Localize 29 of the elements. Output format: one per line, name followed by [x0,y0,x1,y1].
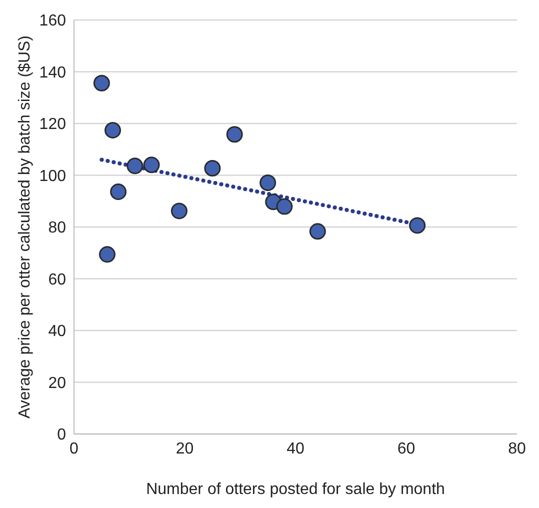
point [98,246,116,263]
point [170,202,188,220]
y-tick-label: 80 [48,220,66,237]
x-tick-label: 0 [70,440,79,458]
x-axis-title: Number of otters posted for sale by month [146,481,445,498]
x-tick-label: 40 [286,440,304,458]
point [309,223,326,240]
y-tick-label: 0 [57,426,66,444]
y-tick-label: 40 [48,323,66,340]
x-tick-label: 20 [176,440,194,458]
y-tick-label: 60 [48,271,66,288]
point [204,160,221,177]
point [110,184,127,200]
point [143,156,160,174]
point [126,158,144,174]
y-axis-title: Average price per otter calculated by batch size ($US) [16,35,34,419]
point [276,198,293,215]
y-tick-label: 120 [39,116,66,134]
point [104,122,122,138]
y-tick-label: 160 [39,12,66,30]
point [93,74,110,92]
y-tick-label: 140 [39,64,66,82]
point [260,174,276,192]
y-tick-label: 100 [39,168,66,185]
point [409,217,426,234]
point [226,126,243,143]
y-tick-label: 20 [48,374,66,392]
x-tick-label: 80 [508,440,526,458]
x-tick-label: 60 [397,440,416,458]
